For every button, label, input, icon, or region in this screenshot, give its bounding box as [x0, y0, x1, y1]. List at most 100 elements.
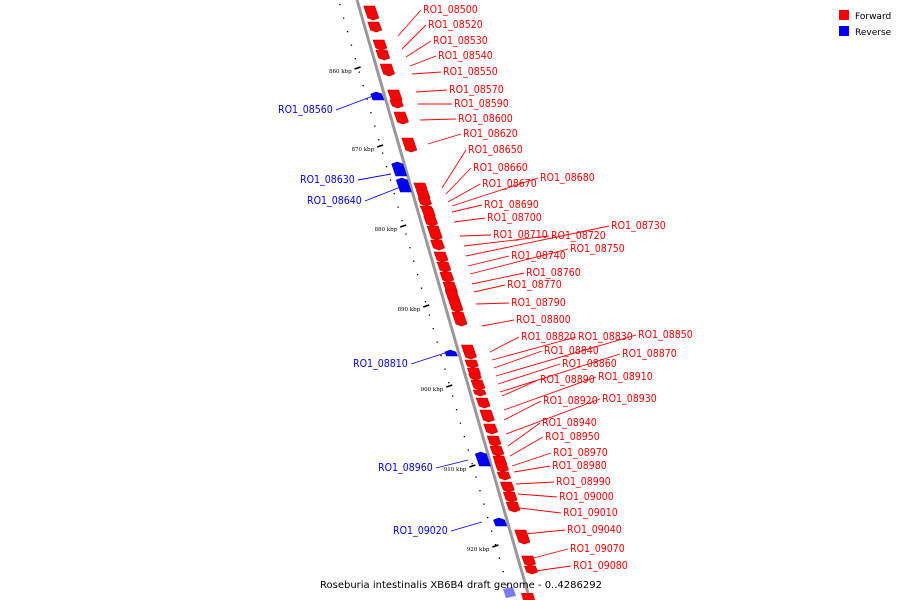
- scale-tick-mark: [446, 384, 453, 388]
- gene-label: RO1_08980: [552, 460, 607, 472]
- dotted-guide: [339, 4, 508, 586]
- gene-block-forward: [461, 344, 477, 360]
- gene-label: RO1_08720: [551, 230, 606, 242]
- guide-dot: [432, 328, 434, 330]
- gene-label: RO1_08590: [454, 98, 509, 110]
- gene-leader-line: [527, 565, 572, 573]
- gene-leader-line: [415, 89, 448, 93]
- gene-label: RO1_08910: [598, 371, 653, 383]
- scale-tick-mark: [492, 544, 499, 548]
- gene-block-reverse: [444, 349, 458, 357]
- gene-block-forward: [483, 423, 498, 435]
- gene-leader-line: [405, 40, 432, 58]
- gene-block-forward: [472, 389, 487, 397]
- gene-leader-line: [441, 149, 467, 189]
- gene-block-forward: [494, 461, 509, 473]
- gene-block-forward: [475, 397, 491, 409]
- gene-label: RO1_09040: [567, 524, 622, 536]
- gene-leader-line: [435, 459, 469, 469]
- gene-label: RO1_08810: [353, 358, 408, 370]
- gene-label: RO1_09070: [570, 543, 625, 555]
- guide-dot: [350, 44, 353, 46]
- gene-leader-line: [501, 379, 539, 397]
- gene-block-forward: [426, 225, 443, 241]
- scale-tick-label: 880 kbp: [375, 227, 398, 233]
- guide-dot: [378, 139, 380, 141]
- genome-caption: Roseburia intestinalis XB6B4 draft genom…: [320, 580, 602, 591]
- gene-label: RO1_08570: [449, 84, 504, 96]
- gene-label: RO1_08640: [307, 195, 362, 207]
- gene-block-forward: [514, 529, 531, 545]
- gene-block-reverse: [474, 451, 491, 467]
- gene-leader-line: [409, 55, 437, 67]
- legend-forward-swatch: [839, 10, 849, 20]
- gene-leader-line: [523, 529, 566, 535]
- guide-dot: [339, 4, 341, 6]
- gene-block-forward: [430, 239, 445, 251]
- gene-labels: RO1_08500 RO1_08520 RO1_08530 RO1_08540 RO1_…: [278, 4, 693, 572]
- legend-reverse-swatch: [839, 26, 849, 36]
- gene-label: RO1_08890: [540, 374, 595, 386]
- gene-leader-line: [401, 24, 427, 50]
- gene-block-forward: [468, 373, 482, 381]
- gene-leader-line: [481, 319, 515, 327]
- gene-leader-line: [475, 302, 510, 305]
- guide-dot: [393, 193, 395, 195]
- gene-block-forward: [521, 555, 536, 567]
- gene-label: RO1_08550: [443, 66, 498, 78]
- gene-leader-line: [503, 400, 542, 421]
- guide-dot: [463, 436, 465, 438]
- scale-tick-label: 890 kbp: [398, 307, 421, 313]
- scale-tick-label: 910 kbp: [444, 467, 467, 473]
- gene-leader-line: [471, 272, 525, 285]
- scale-tick-mark: [399, 224, 407, 228]
- gene-leader-line: [495, 334, 637, 377]
- gene-label: RO1_08630: [300, 174, 355, 186]
- gene-block-reverse: [493, 517, 508, 527]
- gene-label: RO1_08950: [545, 431, 600, 443]
- gene-block-forward: [393, 111, 409, 125]
- gene-block-forward: [523, 565, 539, 575]
- guide-dot: [506, 584, 508, 586]
- gene-leader-line: [397, 9, 422, 37]
- guide-dot: [467, 449, 469, 451]
- guide-dot: [440, 355, 442, 357]
- legend: Forward Reverse: [839, 10, 892, 38]
- gene-label: RO1_08680: [540, 172, 595, 184]
- guide-dot: [424, 301, 427, 303]
- gene-label: RO1_08870: [622, 348, 677, 360]
- gene-block-forward: [521, 593, 535, 600]
- gene-label: RO1_08840: [544, 345, 599, 357]
- legend-reverse-label: Reverse: [855, 28, 892, 38]
- gene-leader-line: [469, 248, 569, 275]
- gene-label: RO1_08770: [507, 279, 562, 291]
- scale-tick-mark: [422, 304, 430, 308]
- gene-leader-line: [509, 436, 544, 457]
- gene-block-forward: [505, 501, 521, 513]
- gene-label: RO1_08660: [473, 162, 528, 174]
- gene-label: RO1_08520: [428, 19, 483, 31]
- guide-dot: [436, 341, 438, 343]
- gene-block-forward: [451, 311, 468, 327]
- gene-block-forward: [436, 261, 452, 273]
- gene-block-forward: [375, 49, 391, 61]
- gene-block-forward: [489, 445, 505, 457]
- gene-block-forward: [499, 481, 515, 493]
- gene-leader-line: [503, 376, 597, 411]
- gene-block-forward: [389, 99, 404, 109]
- scale-tick-label: 870 kbp: [351, 147, 374, 153]
- gene-leader-line: [513, 465, 551, 473]
- scale-tick-mark: [376, 144, 384, 148]
- gene-label: RO1_08600: [458, 113, 513, 125]
- gene-block-forward: [379, 63, 395, 77]
- scale-tick-label: 860 kbp: [329, 69, 352, 75]
- gene-leader-line: [335, 95, 374, 111]
- gene-block-reverse: [395, 177, 412, 193]
- guide-dot: [459, 422, 462, 424]
- gene-label: RO1_08930: [602, 393, 657, 405]
- gene-label: RO1_09010: [563, 507, 618, 519]
- gene-leader-line: [427, 133, 462, 145]
- gene-leader-line: [517, 493, 558, 498]
- scale-tick-mark: [354, 66, 361, 70]
